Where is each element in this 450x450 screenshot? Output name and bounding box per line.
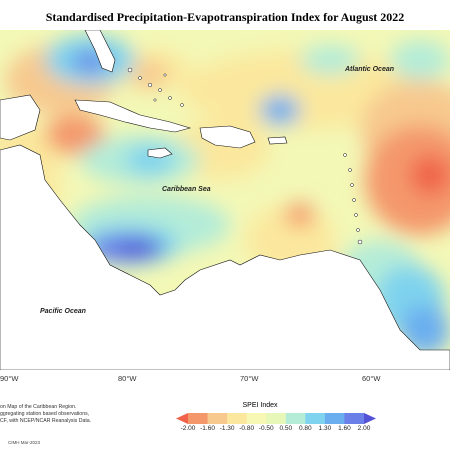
legend-tick: 2.00 bbox=[357, 425, 371, 432]
map-notes: on Map of the Caribbean Region. ggregati… bbox=[0, 404, 130, 425]
legend-tick: -1.60 bbox=[200, 425, 215, 432]
legend-swatch bbox=[188, 413, 209, 424]
central-south-america-land bbox=[0, 144, 450, 370]
lesser-antilles bbox=[343, 153, 363, 245]
legend-swatch bbox=[285, 413, 306, 424]
hispaniola-land bbox=[199, 125, 256, 149]
legend-tick: 1.60 bbox=[338, 425, 351, 432]
note-line: on Map of the Caribbean Region. bbox=[0, 404, 77, 410]
legend-tick-labels: -2.00 -1.60 -1.30 -0.80 -0.50 0.50 0.80 1.30 1.6… bbox=[176, 425, 376, 435]
legend-swatch bbox=[266, 413, 287, 424]
legend-swatch bbox=[246, 413, 267, 424]
legend-tick: 0.50 bbox=[279, 425, 293, 432]
bahamas-islands bbox=[127, 67, 184, 107]
legend-swatch bbox=[227, 413, 248, 424]
spei-map-canvas bbox=[0, 30, 450, 370]
florida-land bbox=[84, 30, 116, 73]
legend-swatch bbox=[364, 413, 376, 424]
legend-swatch bbox=[207, 413, 228, 424]
legend-tick: -2.00 bbox=[180, 425, 196, 432]
footer-credit: CIMH Mar-2023 bbox=[8, 440, 41, 445]
note-line: ggregating station based observations, bbox=[0, 411, 90, 417]
land-masses bbox=[0, 30, 450, 370]
pacific-ocean-label: Pacific Ocean bbox=[40, 308, 86, 315]
legend-swatch bbox=[324, 413, 345, 424]
legend-swatch bbox=[176, 413, 188, 424]
yucatan-land bbox=[0, 94, 41, 141]
jamaica-land bbox=[147, 147, 173, 159]
spei-map bbox=[0, 30, 450, 370]
legend-tick: 0.80 bbox=[299, 425, 312, 432]
legend-swatch bbox=[305, 413, 326, 424]
note-line: CF, with NCEP/NCAR Reanalysis Data. bbox=[0, 418, 92, 424]
longitude-label: 90°W bbox=[0, 374, 19, 383]
legend-tick: -0.80 bbox=[239, 425, 255, 432]
legend-swatch bbox=[344, 413, 365, 424]
caribbean-sea-label: Caribbean Sea bbox=[162, 186, 211, 193]
legend-tick: -1.30 bbox=[219, 425, 235, 432]
atlantic-ocean-label: Atlantic Ocean bbox=[345, 66, 395, 73]
legend-tick: 1.30 bbox=[318, 425, 332, 432]
cuba-land bbox=[74, 99, 192, 133]
legend-title: SPEI Index bbox=[242, 402, 278, 409]
puerto-rico-land bbox=[267, 136, 288, 145]
longitude-label: 60°W bbox=[362, 374, 381, 383]
longitude-label: 80°W bbox=[118, 374, 137, 383]
legend-tick: -0.50 bbox=[258, 425, 274, 432]
legend-colorbar bbox=[176, 413, 376, 424]
map-title: Standardised Precipitation-Evapotranspir… bbox=[45, 10, 405, 24]
longitude-label: 70°W bbox=[240, 374, 259, 383]
